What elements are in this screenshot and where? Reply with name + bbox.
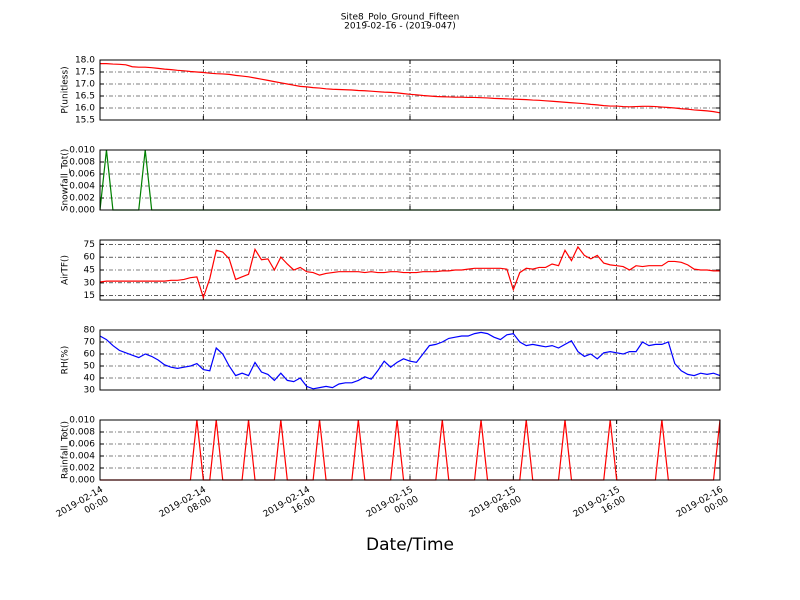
- plot-frame: [99, 59, 721, 121]
- y-tick-label: 50: [84, 362, 96, 372]
- y-tick-label: 18.0: [75, 56, 95, 66]
- y-tick-label: 0.002: [69, 194, 95, 204]
- y-axis-label: Rainfall_Tot(): [61, 421, 71, 479]
- y-tick-label: 30: [84, 278, 96, 288]
- y-tick-label: 40: [84, 374, 96, 384]
- data-line: [99, 331, 721, 390]
- y-tick-label: 0.008: [69, 428, 95, 438]
- y-tick-label: 17.5: [75, 68, 95, 78]
- y-axis-label: AirTF(): [61, 255, 71, 285]
- data-line: [99, 245, 720, 300]
- chart-title: Site8_Polo_Ground_Fifteen: [341, 13, 460, 23]
- plot-frame: [99, 239, 721, 301]
- data-line: [100, 63, 721, 114]
- y-tick-label: 0.010: [69, 416, 95, 426]
- y-tick-label: 30: [84, 386, 96, 396]
- y-tick-label: 0.004: [69, 452, 95, 462]
- y-tick-label: 0.006: [69, 170, 95, 180]
- y-tick-label: 60: [84, 350, 96, 360]
- y-axis-label: Snowfall_Tot(): [61, 149, 71, 212]
- y-tick-label: 15.5: [75, 116, 95, 126]
- plot-frame: [99, 329, 721, 391]
- y-tick-label: 16.5: [75, 92, 95, 102]
- plot-frame: [99, 149, 721, 211]
- y-axis-label: P(unitless): [61, 66, 71, 113]
- y-tick-label: 70: [84, 338, 96, 348]
- y-tick-label: 0.006: [69, 440, 95, 450]
- y-tick-label: 80: [84, 326, 96, 336]
- y-tick-label: 0.000: [69, 476, 95, 486]
- y-axis-label: RH(%): [61, 346, 71, 375]
- plot-frame: [99, 419, 721, 481]
- y-tick-label: 0.000: [69, 206, 95, 216]
- y-tick-label: 45: [84, 266, 95, 276]
- y-tick-label: 60: [84, 253, 96, 263]
- y-tick-label: 0.004: [69, 182, 95, 192]
- y-tick-label: 16.0: [75, 104, 95, 114]
- y-tick-label: 17.0: [75, 80, 95, 90]
- y-tick-label: 15: [84, 291, 95, 301]
- y-tick-label: 0.010: [69, 146, 95, 156]
- y-tick-label: 75: [84, 240, 95, 250]
- y-tick-label: 0.008: [69, 158, 95, 168]
- x-axis-label: Date/Time: [366, 535, 454, 555]
- chart-subtitle: 2019-02-16 - (2019-047): [344, 22, 456, 32]
- y-tick-label: 0.002: [69, 464, 95, 474]
